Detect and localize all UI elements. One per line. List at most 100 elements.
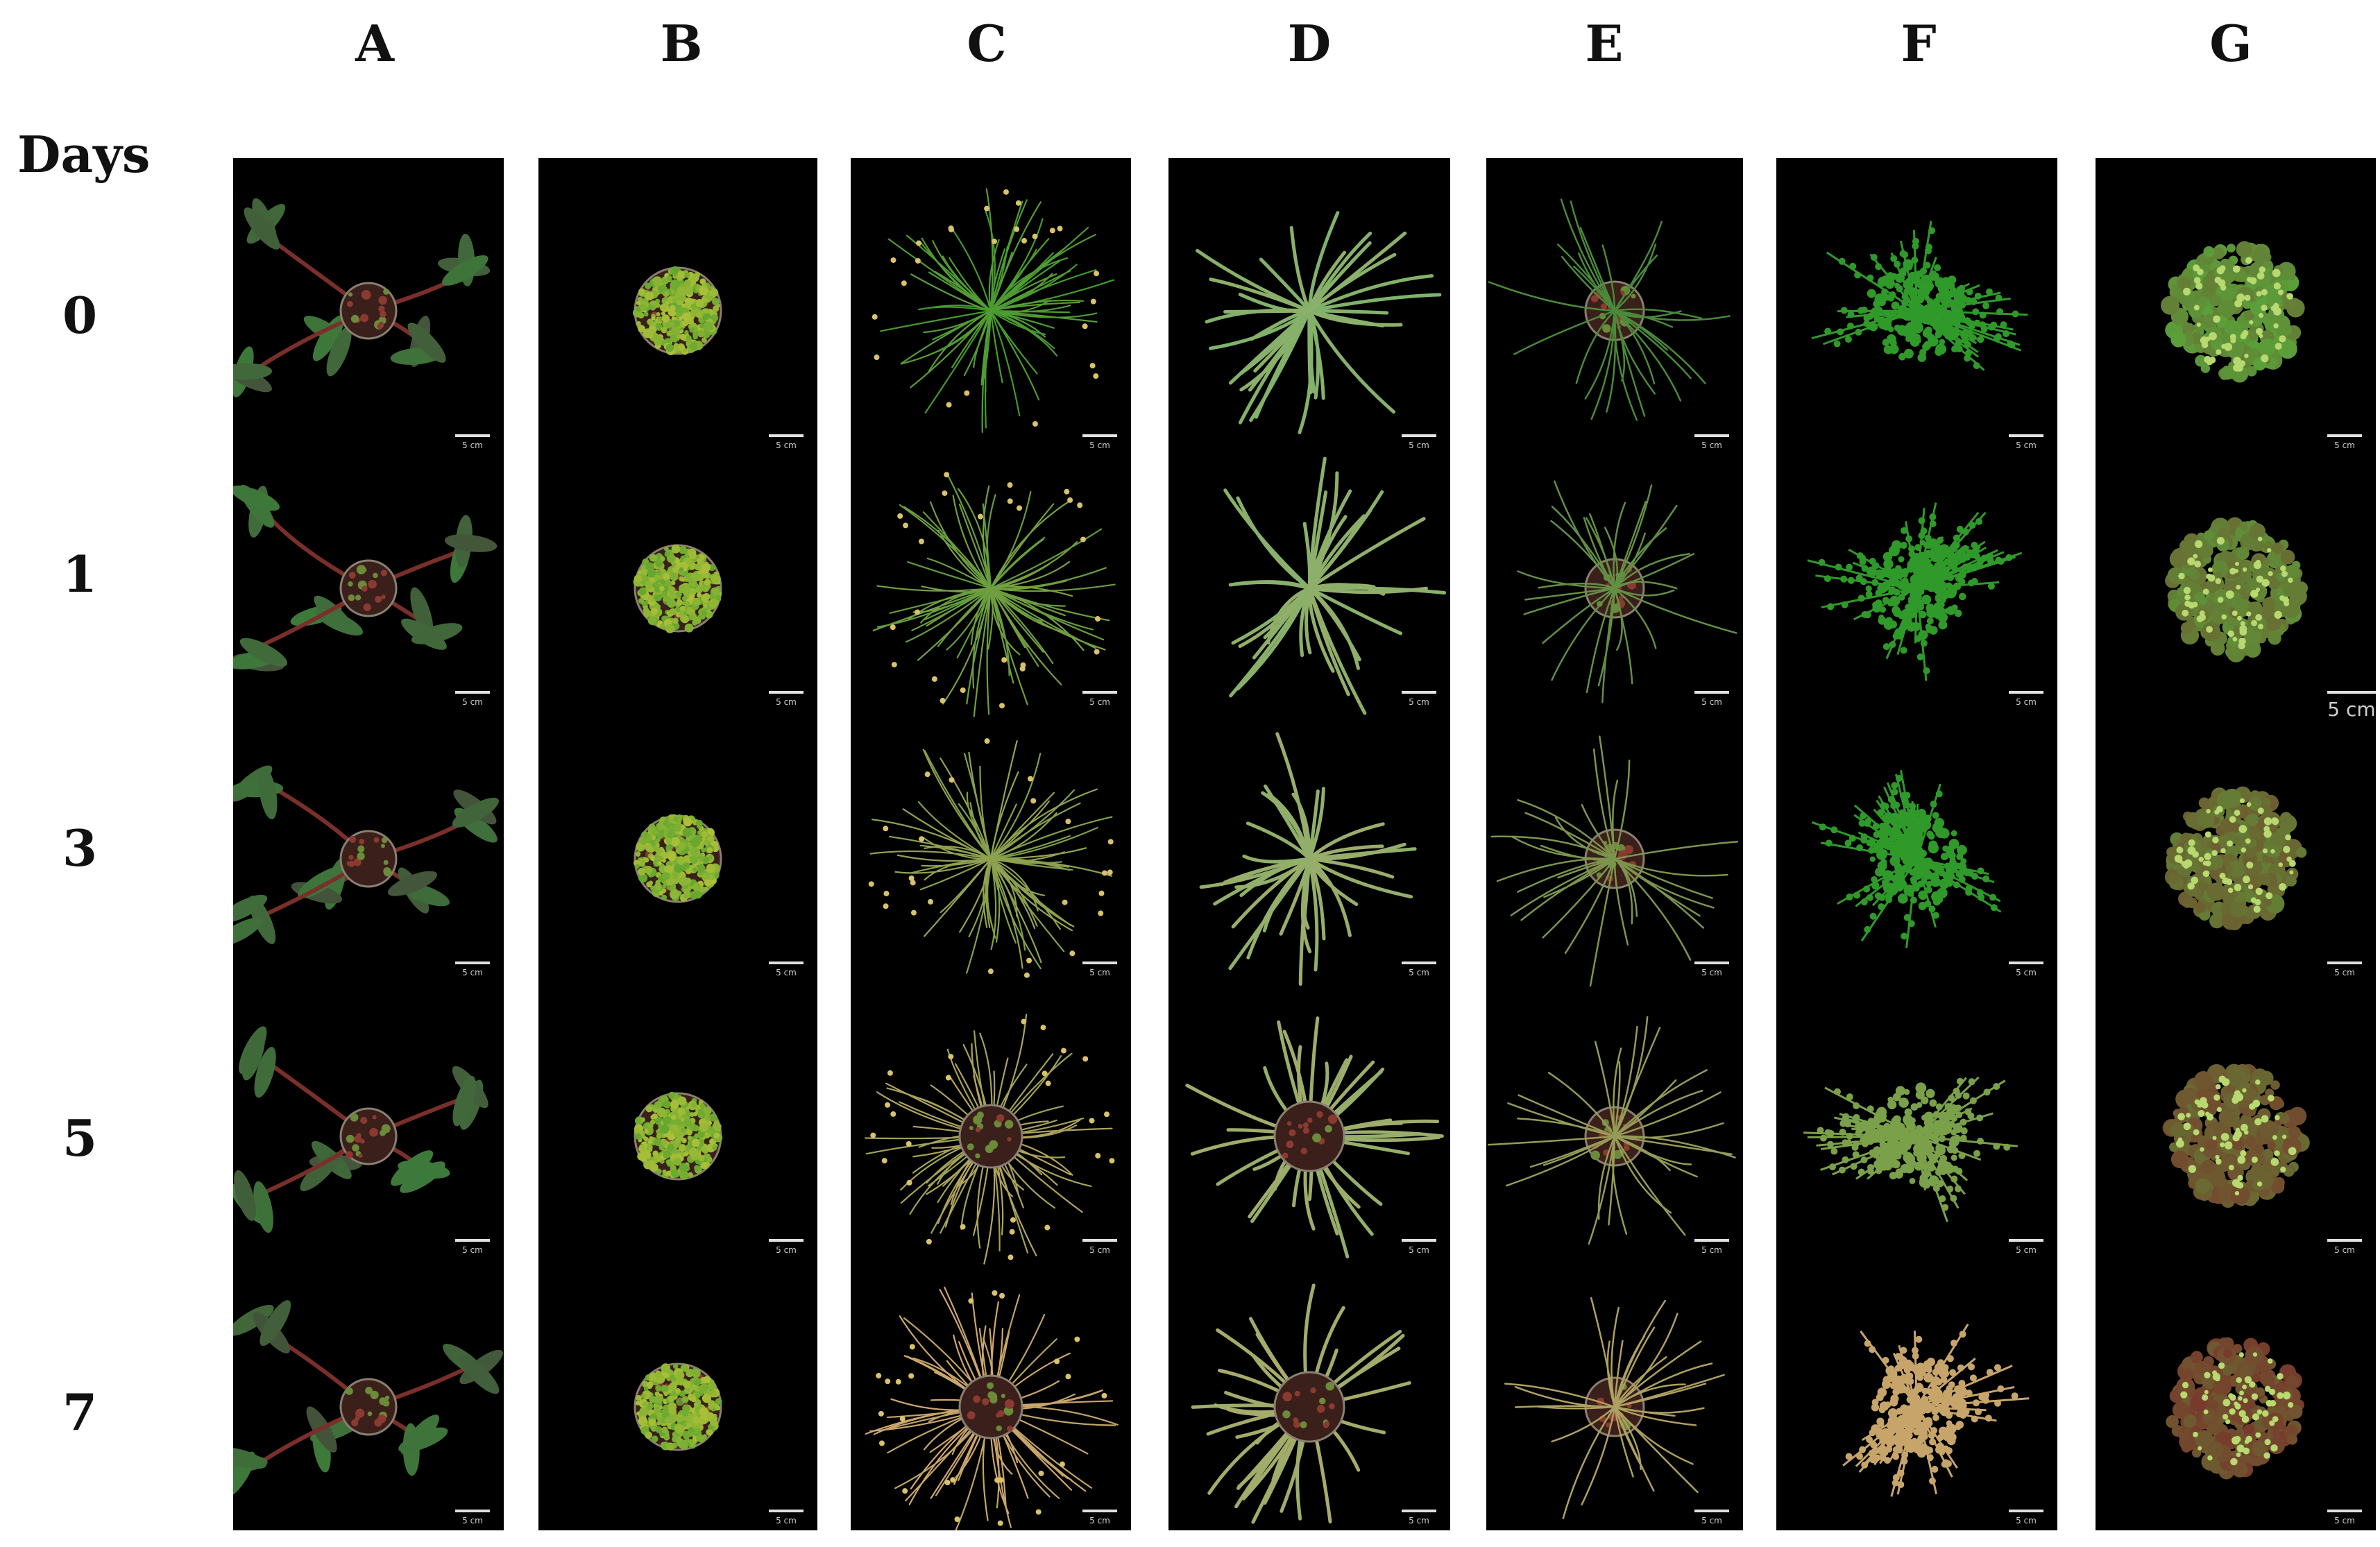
plant-photo-d-day-5 (1185, 1016, 1444, 1258)
scale-bar: 5 cm (769, 1239, 804, 1255)
plant-photo-g-day-3 (2164, 786, 2307, 930)
plant-photo-b-day-0 (632, 266, 722, 355)
plant-photo-d-day-0 (1196, 211, 1442, 435)
scale-bar: 5 cm (2327, 1239, 2362, 1255)
plant-photo-strip-d: 5 cm 5 cm 5 cm 5 cm 5 cm (1185, 211, 1447, 1525)
scale-bar: 5 cm (1402, 1239, 1436, 1255)
scale-bar: 5 cm (455, 961, 490, 977)
scale-bar-label: 5 cm (462, 441, 483, 450)
scale-bar: 5 cm (455, 1510, 490, 1525)
plant-photo-a-day-1 (233, 484, 498, 672)
plant-photo-d-day-1 (1223, 456, 1447, 715)
plant-photo-strip-c: 5 cm 5 cm 5 cm 5 cm 5 cm (865, 188, 1119, 1530)
plant-photo-strip-f: 5 cm 5 cm 5 cm 5 cm 5 cm (1803, 221, 2043, 1525)
column-label-g: G (2209, 14, 2252, 73)
plant-photo-b-day-7 (634, 1362, 722, 1451)
scale-bar-label: 5 cm (2327, 698, 2375, 721)
scale-bar-label: 5 cm (462, 1516, 483, 1525)
panel-column-e: 5 cm 5 cm 5 cm 5 cm 5 cm (1486, 158, 1743, 1530)
column-label-f: F (1901, 14, 1937, 73)
plant-photo-a-day-7 (233, 1300, 503, 1498)
scale-bar: 5 cm (1694, 1239, 1729, 1255)
plant-photo-e-day-3 (1490, 735, 1739, 987)
plant-photo-c-day-7 (865, 1286, 1119, 1530)
scale-bar-label: 5 cm (1089, 1245, 1110, 1255)
scale-bar-label: 5 cm (776, 697, 797, 707)
plant-photo-e-day-1 (1517, 480, 1737, 703)
plant-photo-strip-b: 5 cm 5 cm 5 cm 5 cm 5 cm (632, 266, 804, 1525)
plant-photo-a-day-3 (233, 765, 499, 947)
plant-photo-e-day-0 (1488, 198, 1731, 421)
plant-photo-g-day-0 (2161, 241, 2305, 383)
scale-bar-label: 5 cm (2016, 1516, 2037, 1525)
plant-photo-c-day-1 (872, 472, 1116, 717)
column-label-c: C (967, 14, 1007, 73)
plant-photo-f-day-7 (1842, 1323, 2030, 1497)
plant-photo-c-day-0 (872, 188, 1114, 433)
plant-photo-f-day-1 (1807, 502, 2023, 681)
panel-column-g: 5 cm 5 cm 5 cm 5 cm 5 cm (2096, 158, 2376, 1530)
scale-bar: 5 cm (2009, 691, 2043, 707)
scale-bar: 5 cm (2009, 434, 2043, 450)
scale-bar: 5 cm (1082, 691, 1117, 707)
days-header: Days (17, 125, 151, 184)
scale-bar: 5 cm (769, 961, 804, 977)
row-label-day-0: 0 (62, 286, 98, 345)
scale-bar: 5 cm (769, 434, 804, 450)
scale-bar-label: 5 cm (1701, 1245, 1722, 1255)
scale-bar: 5 cm (2009, 961, 2043, 977)
scale-bar-label: 5 cm (2334, 1516, 2355, 1525)
plant-photo-e-day-5 (1488, 1016, 1736, 1245)
scale-bar: 5 cm (1082, 434, 1117, 450)
scale-bar: 5 cm (455, 691, 490, 707)
plant-photo-strip-e: 5 cm 5 cm 5 cm 5 cm 5 cm (1488, 198, 1739, 1525)
scale-bar: 5 cm (1694, 961, 1729, 977)
row-label-day-1: 1 (62, 545, 98, 604)
plant-photo-g-day-7 (2166, 1337, 2304, 1480)
scale-bar-label: 5 cm (1701, 1516, 1722, 1525)
scale-bar-label: 5 cm (776, 1245, 797, 1255)
scale-bar: 5 cm (2327, 961, 2362, 977)
scale-bar-label: 5 cm (776, 1516, 797, 1525)
scale-bar: 5 cm (2327, 434, 2362, 450)
scale-bar: 5 cm (2327, 691, 2376, 721)
scale-bar: 5 cm (1082, 1239, 1117, 1255)
plant-photo-b-day-1 (633, 544, 722, 633)
scale-bar-label: 5 cm (1409, 441, 1429, 450)
scale-bar: 5 cm (2327, 1510, 2362, 1525)
scale-bar-label: 5 cm (2016, 1245, 2037, 1255)
scale-bar: 5 cm (455, 1239, 490, 1255)
plant-photo-c-day-5 (865, 1014, 1115, 1265)
column-label-d: D (1287, 14, 1332, 73)
panel-column-f: 5 cm 5 cm 5 cm 5 cm 5 cm (1776, 158, 2057, 1530)
column-label-a: A (355, 14, 394, 73)
plant-photo-f-day-0 (1811, 221, 2028, 371)
plant-photo-e-day-7 (1504, 1297, 1725, 1519)
plant-photo-strip-a: 5 cm 5 cm 5 cm 5 cm 5 cm (233, 198, 503, 1525)
plant-photo-b-day-3 (633, 814, 722, 903)
plant-photo-a-day-0 (233, 198, 491, 398)
scale-bar-label: 5 cm (1089, 968, 1110, 977)
scale-bar: 5 cm (1082, 1510, 1117, 1525)
scale-bar-label: 5 cm (1409, 697, 1429, 707)
scale-bar: 5 cm (1402, 1510, 1436, 1525)
scale-bar-label: 5 cm (1089, 1516, 1110, 1525)
plant-photo-g-day-1 (2165, 517, 2309, 663)
panel-column-d: 5 cm 5 cm 5 cm 5 cm 5 cm (1168, 158, 1450, 1530)
scale-bar-label: 5 cm (2016, 697, 2037, 707)
plant-photo-a-day-5 (233, 1026, 488, 1233)
scale-bar-label: 5 cm (1701, 441, 1722, 450)
scale-bar: 5 cm (1402, 434, 1436, 450)
plant-photo-c-day-3 (868, 738, 1114, 978)
scale-bar-label: 5 cm (1089, 697, 1110, 707)
scale-bar-label: 5 cm (1409, 1516, 1429, 1525)
plant-photo-d-day-7 (1191, 1283, 1411, 1524)
plant-photo-strip-g: 5 cm 5 cm 5 cm 5 cm 5 cm (2161, 241, 2376, 1525)
scale-bar: 5 cm (1694, 1510, 1729, 1525)
row-label-day-5: 5 (62, 1109, 98, 1168)
panel-column-b: 5 cm 5 cm 5 cm 5 cm 5 cm (538, 158, 817, 1530)
scale-bar: 5 cm (455, 434, 490, 450)
column-label-b: B (660, 14, 703, 73)
panel-column-c: 5 cm 5 cm 5 cm 5 cm 5 cm (851, 158, 1131, 1530)
scale-bar-label: 5 cm (462, 1245, 483, 1255)
